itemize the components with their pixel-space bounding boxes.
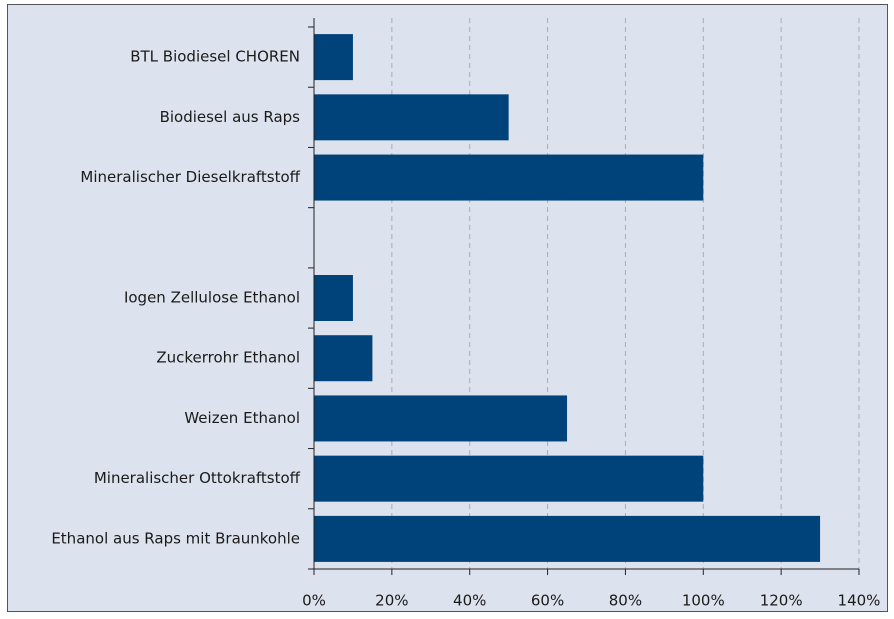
y-tick-label: Biodiesel aus Raps xyxy=(160,108,301,126)
y-tick-label: Ethanol aus Raps mit Braunkohle xyxy=(51,529,300,547)
y-tick-label: BTL Biodiesel CHOREN xyxy=(130,48,300,66)
bar xyxy=(314,94,509,141)
y-tick-label: Iogen Zellulose Ethanol xyxy=(124,289,300,307)
bar xyxy=(314,335,373,382)
y-tick-label: Mineralischer Ottokraftstoff xyxy=(94,469,301,487)
bar xyxy=(314,395,568,442)
y-tick-label: Zuckerrohr Ethanol xyxy=(156,349,300,367)
x-tick-label: 60% xyxy=(531,592,564,610)
x-tick-label: 120% xyxy=(760,592,803,610)
x-tick-label: 140% xyxy=(838,592,881,610)
x-tick-label: 100% xyxy=(682,592,725,610)
bar xyxy=(314,455,704,502)
bar xyxy=(314,275,353,321)
x-tick-label: 20% xyxy=(375,592,408,610)
bar xyxy=(314,154,704,201)
x-tick-label: 40% xyxy=(453,592,486,610)
y-tick-label: Mineralischer Dieselkraftstoff xyxy=(80,168,300,186)
x-tick-label: 0% xyxy=(302,592,326,610)
y-tick-label: Weizen Ethanol xyxy=(184,409,300,427)
x-tick-label: 80% xyxy=(609,592,642,610)
bar xyxy=(314,515,821,562)
bar xyxy=(314,34,353,81)
